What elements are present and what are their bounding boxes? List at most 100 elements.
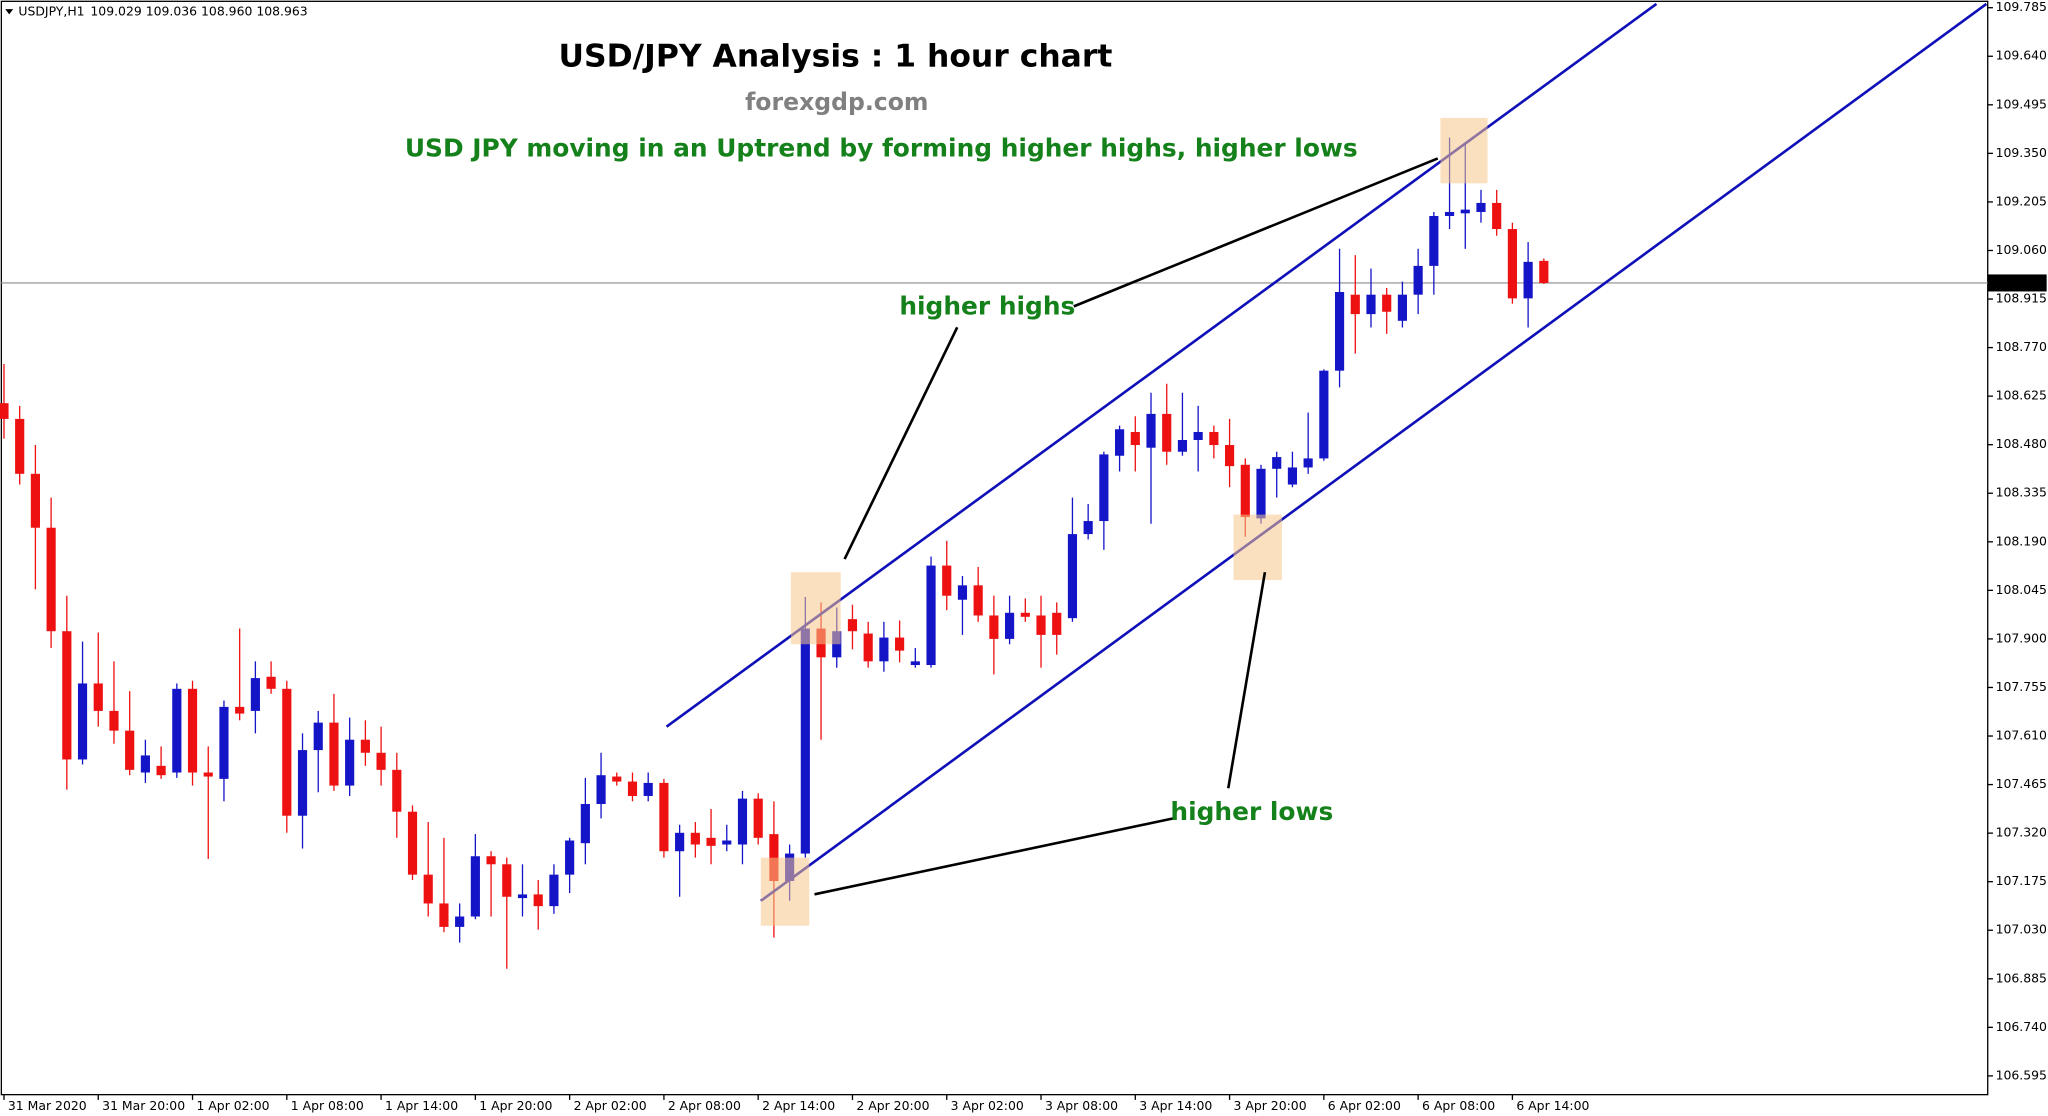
candle-body: [675, 832, 685, 852]
x-tick-label: 3 Apr 08:00: [1045, 1098, 1118, 1113]
candle-body: [376, 752, 386, 770]
x-tick-label: 1 Apr 08:00: [291, 1098, 364, 1113]
menu-triangle: [5, 9, 14, 15]
candle-body: [109, 710, 119, 731]
candle-body: [345, 739, 355, 786]
candle-body: [439, 903, 449, 927]
candle-body: [77, 683, 88, 760]
candle-body: [1099, 454, 1109, 522]
candle-body: [1523, 261, 1533, 299]
annotation: higher highs: [899, 292, 1075, 321]
y-tick-label: 107.610: [1996, 728, 2047, 743]
x-tick-label: 1 Apr 20:00: [479, 1098, 552, 1113]
y-tick-label: 106.885: [1996, 970, 2047, 985]
y-tick-label: 106.595: [1996, 1067, 2047, 1082]
candle-body: [1193, 431, 1203, 441]
candle-body: [1382, 294, 1392, 312]
candle-body: [1319, 370, 1329, 459]
lower-channel-line: [760, 2, 1988, 902]
highlight-box: [790, 572, 841, 645]
candle-body: [502, 864, 512, 897]
candle-body: [1240, 464, 1250, 518]
candle-body: [863, 633, 873, 662]
candle-body: [1272, 457, 1282, 469]
candle-body: [800, 628, 810, 854]
candle-body: [1067, 534, 1078, 619]
symbol: USDJPY,H1: [18, 3, 84, 18]
candle-body: [1130, 431, 1140, 446]
candle-body: [203, 772, 213, 777]
candle-body: [659, 782, 669, 852]
x-tick-label: 3 Apr 14:00: [1139, 1098, 1212, 1113]
x-tick-label: 3 Apr 20:00: [1234, 1098, 1307, 1113]
x-tick-label: 6 Apr 08:00: [1422, 1098, 1495, 1113]
candle-body: [1256, 468, 1266, 519]
quote: 109.029 109.036 108.960 108.963: [90, 3, 307, 18]
candle-body: [706, 837, 716, 846]
candle-body: [360, 739, 370, 753]
candle-body: [125, 730, 135, 770]
candle-body: [753, 798, 763, 838]
x-tick-label: 2 Apr 02:00: [574, 1098, 647, 1113]
candle-body: [769, 834, 779, 882]
highlight-box: [760, 857, 810, 926]
candle-body: [423, 874, 433, 904]
y-tick-label: 108.625: [1996, 388, 2047, 403]
candle-body: [1162, 413, 1172, 452]
candle-body: [1397, 294, 1407, 321]
candle-body: [1020, 612, 1030, 617]
candle-body: [879, 637, 889, 662]
candle-body: [832, 631, 842, 658]
y-tick-label: 106.740: [1996, 1019, 2047, 1034]
x-tick-label: 31 Mar 20:00: [102, 1098, 185, 1113]
y-tick-label: 109.350: [1996, 145, 2047, 160]
candle-body: [470, 856, 480, 917]
price-tag: [1987, 274, 2047, 292]
x-tick-label: 6 Apr 02:00: [1328, 1098, 1401, 1113]
candle-body: [1492, 202, 1502, 230]
candle-body: [172, 688, 182, 773]
y-tick-label: 107.030: [1996, 922, 2047, 937]
candle-body: [533, 894, 543, 907]
candle-body: [1429, 215, 1439, 266]
candle-body: [1052, 612, 1062, 635]
candle-body: [1036, 615, 1046, 635]
plot-frame: [0, 0, 1989, 1096]
price-tag-label: 108.963: [1993, 274, 2044, 289]
y-tick-label: 107.900: [1996, 630, 2047, 645]
x-tick-label: 2 Apr 20:00: [856, 1098, 929, 1113]
y-tick-label: 109.060: [1996, 242, 2047, 257]
x-tick-label: 3 Apr 02:00: [951, 1098, 1024, 1113]
candle-body: [612, 776, 622, 782]
candle-body: [1287, 467, 1298, 485]
pointer-line: [1073, 157, 1439, 308]
candle-body: [140, 755, 150, 773]
candle-body: [15, 418, 25, 474]
candle-body: [596, 775, 606, 804]
candle-body: [1146, 413, 1156, 448]
candle-body: [580, 803, 590, 844]
highlight-box: [1233, 514, 1282, 581]
candle-body: [690, 832, 700, 845]
y-tick-label: 108.190: [1996, 533, 2047, 548]
candle-body: [1177, 440, 1188, 452]
y-tick-label: 107.175: [1996, 873, 2047, 888]
candle-body: [266, 676, 276, 689]
candle-body: [1224, 445, 1235, 467]
highlight-box: [1440, 117, 1488, 184]
y-tick-label: 109.205: [1996, 193, 2047, 208]
candle-body: [1005, 612, 1015, 639]
candle-body: [235, 706, 245, 714]
candle-body: [895, 637, 905, 651]
annotation: higher lows: [1170, 797, 1333, 826]
candle-body: [250, 678, 260, 711]
candle-body: [297, 750, 308, 816]
y-tick-label: 109.495: [1996, 96, 2047, 111]
pointer-line: [814, 817, 1174, 896]
candle-body: [187, 688, 198, 773]
x-tick-label: 1 Apr 02:00: [196, 1098, 269, 1113]
y-tick-label: 109.640: [1996, 48, 2047, 63]
candle-body: [1413, 265, 1423, 295]
